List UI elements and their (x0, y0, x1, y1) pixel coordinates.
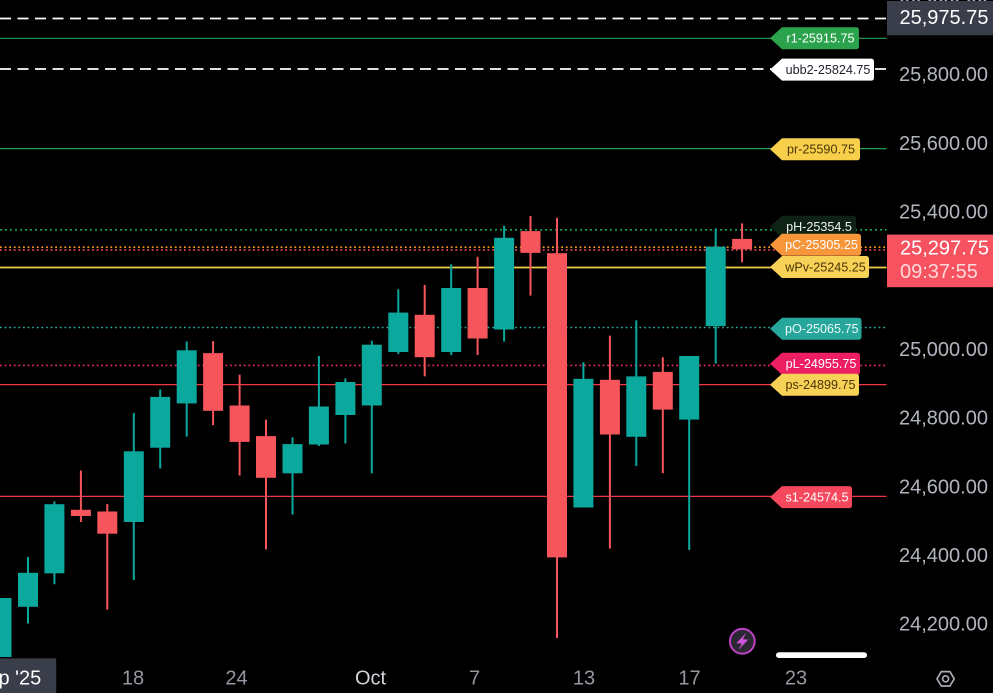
svg-text:24,600.00: 24,600.00 (899, 477, 988, 499)
svg-text:25,800.00: 25,800.00 (899, 64, 988, 86)
svg-text:24,200.00: 24,200.00 (899, 614, 988, 636)
svg-text:25,000.00: 25,000.00 (899, 339, 988, 361)
svg-text:13: 13 (573, 668, 595, 690)
svg-text:Sep '25: Sep '25 (0, 668, 41, 690)
svg-text:24,800.00: 24,800.00 (899, 408, 988, 430)
svg-text:7: 7 (469, 668, 480, 690)
svg-text:pr-25590.75: pr-25590.75 (787, 143, 855, 157)
svg-text:24,400.00: 24,400.00 (899, 545, 988, 567)
svg-text:Oct: Oct (355, 668, 387, 690)
svg-text:r1-25915.75: r1-25915.75 (787, 32, 855, 46)
svg-text:25,975.75: 25,975.75 (900, 7, 989, 29)
svg-text:24: 24 (225, 668, 247, 690)
svg-text:pO-25065.75: pO-25065.75 (785, 322, 859, 336)
svg-text:25,400.00: 25,400.00 (899, 202, 988, 224)
svg-text:ps-24899.75: ps-24899.75 (785, 378, 855, 392)
svg-text:s1-24574.5: s1-24574.5 (785, 490, 848, 504)
svg-text:pC-25305.25: pC-25305.25 (785, 238, 858, 252)
svg-text:pH-25354.5: pH-25354.5 (786, 220, 852, 234)
svg-text:wPv-25245.25: wPv-25245.25 (784, 260, 866, 274)
svg-text:23: 23 (785, 668, 807, 690)
svg-text:18: 18 (122, 668, 144, 690)
svg-text:25,297.75: 25,297.75 (900, 238, 989, 260)
svg-text:25,600.00: 25,600.00 (899, 133, 988, 155)
svg-text:pL-24955.75: pL-24955.75 (786, 357, 857, 371)
svg-text:09:37:55: 09:37:55 (900, 261, 978, 283)
svg-text:ubb2-25824.75: ubb2-25824.75 (786, 63, 871, 77)
svg-text:17: 17 (678, 668, 700, 690)
